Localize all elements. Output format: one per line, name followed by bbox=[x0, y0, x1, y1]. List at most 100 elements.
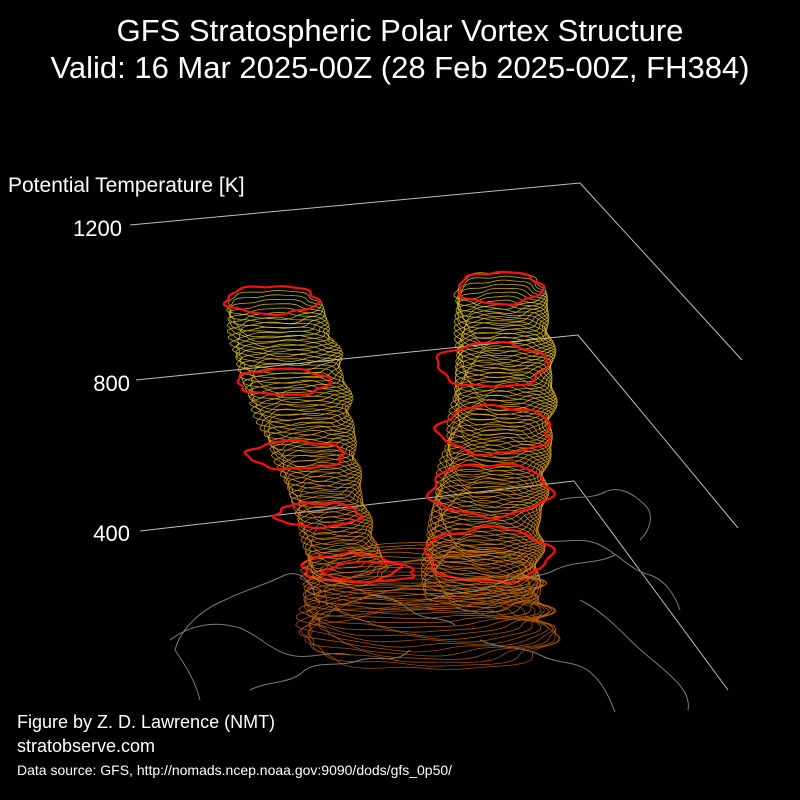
contour-layer bbox=[306, 559, 547, 612]
contour-layer bbox=[430, 491, 542, 541]
contour-layer bbox=[448, 390, 556, 436]
contour-layer bbox=[307, 539, 384, 574]
contour-layer bbox=[435, 466, 550, 517]
contour-layer bbox=[427, 500, 541, 551]
contour-layer bbox=[242, 367, 348, 399]
contour-layer bbox=[303, 574, 542, 629]
depth-line-1200 bbox=[579, 182, 743, 361]
coastline bbox=[174, 573, 316, 701]
coastline bbox=[579, 599, 689, 711]
outline-contour bbox=[425, 462, 557, 520]
contour-layer bbox=[250, 393, 352, 426]
contour-layer bbox=[446, 408, 553, 455]
contour-layer bbox=[305, 531, 379, 564]
contour-layer bbox=[453, 312, 552, 354]
contour-layer bbox=[299, 551, 539, 602]
contour-layer bbox=[229, 326, 338, 358]
contour-layer bbox=[306, 535, 381, 569]
contour-layer bbox=[298, 597, 554, 657]
contour-layer bbox=[255, 403, 354, 436]
contour-layer bbox=[456, 291, 549, 331]
outline-contour bbox=[319, 560, 417, 584]
contour-layer bbox=[252, 398, 352, 431]
contour-layer bbox=[302, 526, 377, 560]
z-tick-label-800: 800 bbox=[93, 371, 130, 396]
contour-layer bbox=[457, 279, 548, 318]
contour-layer bbox=[454, 321, 555, 364]
contour-layer bbox=[302, 555, 544, 606]
vortex-lobe-right bbox=[420, 270, 558, 613]
contour-layer bbox=[244, 371, 351, 404]
contour-layer bbox=[429, 495, 541, 546]
contour-layer bbox=[307, 605, 560, 667]
contour-layer bbox=[439, 440, 550, 489]
contour-layer bbox=[299, 547, 531, 597]
contour-layer bbox=[302, 566, 539, 620]
contour-layer bbox=[455, 340, 555, 383]
contour-layer bbox=[227, 321, 335, 353]
contour-layer bbox=[444, 432, 552, 480]
contour-layer bbox=[304, 581, 557, 640]
contour-layer bbox=[231, 330, 341, 362]
contour-layer bbox=[306, 547, 388, 582]
contour-layer bbox=[426, 504, 542, 556]
contour-layer bbox=[453, 317, 554, 359]
contour-layer bbox=[294, 494, 370, 528]
contour-layer bbox=[300, 607, 561, 670]
website-label: stratobserve.com bbox=[17, 736, 156, 756]
data-source-label: Data source: GFS, http://nomads.ncep.noa… bbox=[17, 762, 453, 778]
contour-layer bbox=[446, 428, 552, 476]
contour-layer bbox=[284, 461, 363, 495]
contour-layer bbox=[454, 367, 556, 411]
outline-contour bbox=[457, 270, 546, 306]
contour-layer bbox=[298, 511, 374, 546]
contour-layer bbox=[421, 550, 541, 604]
contour-layer bbox=[287, 471, 362, 504]
contour-layer bbox=[306, 579, 555, 637]
contour-layer bbox=[226, 290, 323, 320]
contour-layer bbox=[237, 353, 342, 384]
contour-layer bbox=[457, 328, 557, 372]
axis-grid bbox=[129, 182, 743, 691]
contour-layer bbox=[457, 287, 548, 326]
coastline bbox=[479, 639, 616, 713]
contour-layer bbox=[295, 592, 549, 653]
contour-layer bbox=[276, 449, 361, 482]
figure-credit: Figure by Z. D. Lawrence (NMT) bbox=[17, 712, 276, 732]
contour-layer bbox=[428, 519, 546, 574]
contour-layer bbox=[435, 449, 547, 499]
contour-layer bbox=[235, 334, 343, 366]
contour-layer bbox=[455, 336, 556, 379]
contour-layer bbox=[302, 544, 534, 592]
outline-contour bbox=[222, 285, 322, 317]
contour-layer bbox=[239, 358, 344, 389]
contour-layer bbox=[270, 439, 357, 473]
outline-contour bbox=[435, 340, 550, 388]
contour-layer bbox=[226, 311, 330, 343]
coastline bbox=[539, 539, 681, 611]
vortex-base bbox=[295, 541, 561, 670]
chart-title-line1: GFS Stratospheric Polar Vortex Structure bbox=[116, 13, 684, 48]
contour-layer bbox=[450, 386, 558, 432]
contour-layer bbox=[433, 478, 547, 528]
z-tick-label-400: 400 bbox=[93, 521, 130, 546]
contour-layer bbox=[307, 603, 557, 663]
contour-layer bbox=[248, 388, 353, 421]
contour-layer bbox=[297, 498, 372, 533]
contour-layer bbox=[308, 541, 534, 588]
contour-layer bbox=[420, 540, 540, 595]
outline-contour bbox=[272, 501, 365, 530]
contour-layer bbox=[248, 379, 354, 412]
coastline bbox=[559, 489, 651, 541]
contour-layer bbox=[235, 343, 344, 375]
vortex-lobe-left bbox=[222, 285, 404, 587]
z-axis-label: Potential Temperature [K] bbox=[8, 174, 245, 197]
grid-line-400 bbox=[139, 480, 575, 532]
contour-layer bbox=[285, 466, 363, 499]
outline-contour bbox=[236, 367, 332, 396]
depth-line-800 bbox=[577, 334, 739, 529]
contour-layer bbox=[265, 417, 356, 449]
contour-layer bbox=[447, 394, 555, 441]
grid-line-1200 bbox=[129, 182, 581, 226]
